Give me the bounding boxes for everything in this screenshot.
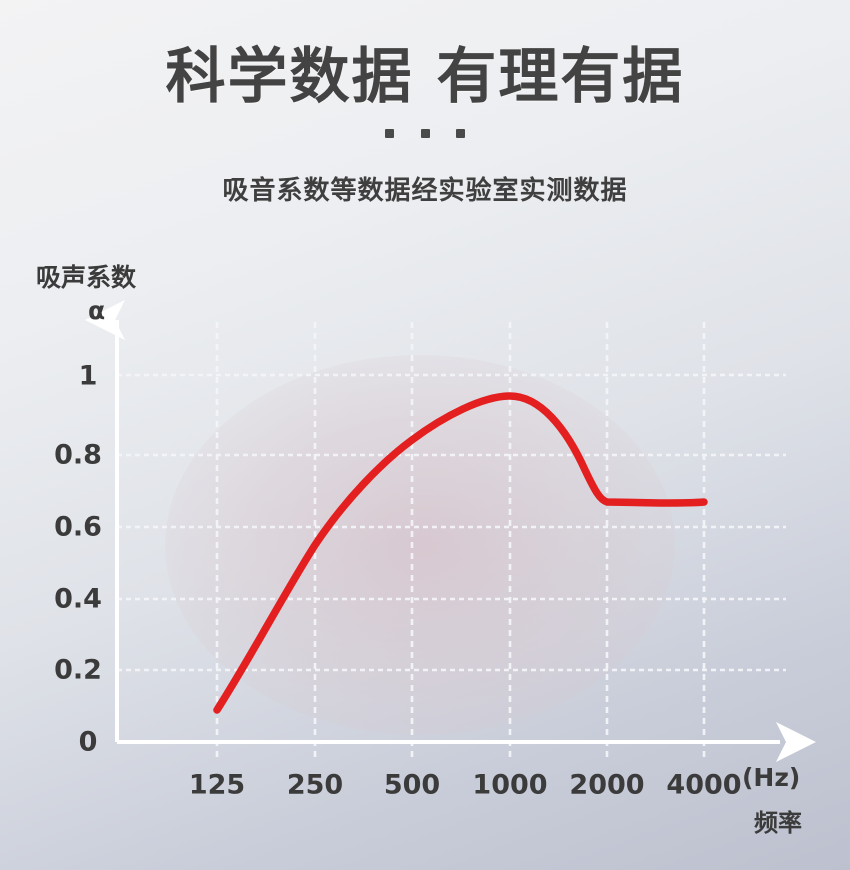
separator-dot — [456, 128, 465, 138]
y-tick-label: 0.8 — [54, 439, 102, 471]
x-tick-label: 250 — [286, 769, 344, 801]
y-tick-label: 0.4 — [54, 583, 102, 615]
page-title: 科学数据 有理有据 — [165, 42, 685, 112]
x-tick-label: 2000 — [569, 769, 645, 801]
absorption-curve — [213, 392, 708, 714]
y-tick-label: 0 — [78, 726, 98, 758]
y-axis-title: 吸声系数 — [36, 263, 137, 292]
header: 科学数据 有理有据 吸音系数等数据经实验室实测数据 — [0, 0, 850, 207]
y-tick-label: 0.6 — [54, 511, 102, 543]
x-axis-title: 频率 — [754, 809, 802, 837]
separator-dot — [420, 128, 430, 138]
separator-dot — [385, 128, 394, 138]
y-tick-label: 0.2 — [54, 654, 102, 686]
x-tick-label: 125 — [188, 769, 246, 801]
x-axis-unit: (Hz) — [742, 763, 801, 792]
x-tick-label: 500 — [383, 769, 441, 801]
plot-glow — [165, 355, 675, 735]
page-subtitle: 吸音系数等数据经实验室实测数据 — [222, 175, 628, 206]
y-tick-label: 1 — [78, 360, 98, 392]
x-tick-label: 4000 — [666, 769, 742, 801]
horizontal-gridlines — [117, 373, 786, 672]
y-axis-symbol: α — [88, 296, 106, 325]
x-tick-label: 1000 — [472, 769, 548, 801]
separator-dots — [385, 128, 465, 138]
